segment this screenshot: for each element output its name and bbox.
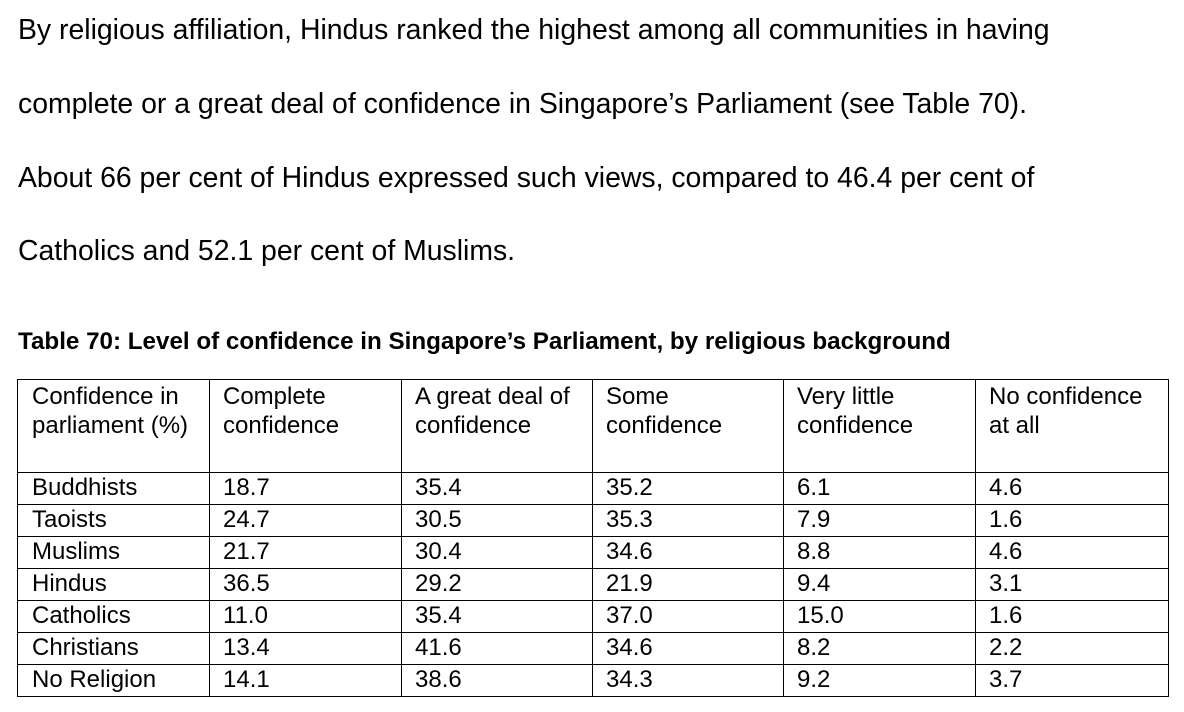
table-cell: 13.4: [209, 632, 402, 665]
table-cell: 18.7: [209, 472, 402, 505]
table-cell: 9.4: [783, 568, 976, 601]
confidence-table: Confidence in parliament (%) Complete co…: [17, 379, 1169, 697]
table-cell: 7.9: [783, 504, 976, 537]
table-cell: 35.4: [401, 600, 593, 633]
table-row: Taoists 24.7 30.5 35.3 7.9 1.6: [17, 504, 1169, 537]
table-cell: 34.3: [592, 664, 784, 697]
table-cell: 21.7: [209, 536, 402, 569]
table-cell: 15.0: [783, 600, 976, 633]
column-header: Some confidence: [592, 379, 784, 473]
column-header: Complete confidence: [209, 379, 402, 473]
table-row: No Religion 14.1 38.6 34.3 9.2 3.7: [17, 664, 1169, 697]
table-cell: 2.2: [975, 632, 1169, 665]
table-cell: 34.6: [592, 632, 784, 665]
table-cell: 30.5: [401, 504, 593, 537]
column-header: No confidence at all: [975, 379, 1169, 473]
table-cell: 41.6: [401, 632, 593, 665]
table-cell: 8.2: [783, 632, 976, 665]
table-cell: 21.9: [592, 568, 784, 601]
column-header: Confidence in parliament (%): [17, 379, 210, 473]
row-label: No Religion: [17, 664, 210, 697]
row-label: Muslims: [17, 536, 210, 569]
table-cell: 29.2: [401, 568, 593, 601]
column-header: Very little confidence: [783, 379, 976, 473]
table-cell: 6.1: [783, 472, 976, 505]
table-cell: 24.7: [209, 504, 402, 537]
paragraph-line: By religious affiliation, Hindus ranked …: [18, 14, 1050, 46]
table-cell: 37.0: [592, 600, 784, 633]
table-cell: 8.8: [783, 536, 976, 569]
table-cell: 30.4: [401, 536, 593, 569]
table-cell: 35.3: [592, 504, 784, 537]
table-row: Muslims 21.7 30.4 34.6 8.8 4.6: [17, 536, 1169, 569]
table-cell: 11.0: [209, 600, 402, 633]
table-cell: 4.6: [975, 536, 1169, 569]
table-row: Buddhists 18.7 35.4 35.2 6.1 4.6: [17, 472, 1169, 505]
table-row: Christians 13.4 41.6 34.6 8.2 2.2: [17, 632, 1169, 665]
row-label: Catholics: [17, 600, 210, 633]
paragraph-line: Catholics and 52.1 per cent of Muslims.: [18, 235, 516, 267]
table-cell: 34.6: [592, 536, 784, 569]
table-cell: 35.4: [401, 472, 593, 505]
table-cell: 3.7: [975, 664, 1169, 697]
row-label: Taoists: [17, 504, 210, 537]
table-cell: 1.6: [975, 600, 1169, 633]
table-row: Hindus 36.5 29.2 21.9 9.4 3.1: [17, 568, 1169, 601]
table-cell: 4.6: [975, 472, 1169, 505]
table-cell: 38.6: [401, 664, 593, 697]
row-label: Christians: [17, 632, 210, 665]
row-label: Buddhists: [17, 472, 210, 505]
table-header-row: Confidence in parliament (%) Complete co…: [17, 379, 1169, 473]
table-cell: 36.5: [209, 568, 402, 601]
row-label: Hindus: [17, 568, 210, 601]
paragraph-line: About 66 per cent of Hindus expressed su…: [18, 162, 1035, 194]
column-header: A great deal of confidence: [401, 379, 593, 473]
table-caption: Table 70: Level of confidence in Singapo…: [18, 328, 951, 355]
paragraph-line: complete or a great deal of confidence i…: [18, 88, 1028, 120]
table-cell: 35.2: [592, 472, 784, 505]
table-row: Catholics 11.0 35.4 37.0 15.0 1.6: [17, 600, 1169, 633]
table-cell: 1.6: [975, 504, 1169, 537]
table-cell: 9.2: [783, 664, 976, 697]
table-cell: 3.1: [975, 568, 1169, 601]
table-cell: 14.1: [209, 664, 402, 697]
